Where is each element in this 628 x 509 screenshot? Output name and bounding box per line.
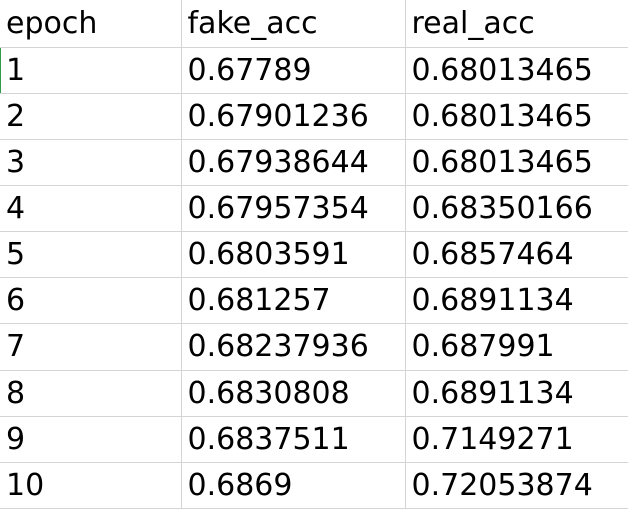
cell-fake-acc[interactable]: 0.6837511 [181, 416, 406, 463]
cell-fake-acc[interactable]: 0.67938644 [181, 139, 406, 187]
cell-real-acc[interactable]: 0.68013465 [405, 47, 628, 94]
header-cell-real-acc[interactable]: real_acc [405, 0, 628, 48]
cell-epoch[interactable]: 8 [0, 370, 182, 417]
cell-real-acc[interactable]: 0.72053874 [405, 462, 628, 509]
table-row: 9 0.6837511 0.7149271 [0, 416, 628, 463]
table-row: 8 0.6830808 0.6891134 [0, 370, 628, 417]
table-row: 1 0.67789 0.68013465 [0, 47, 628, 94]
cell-epoch[interactable]: 5 [0, 231, 182, 279]
cell-fake-acc[interactable]: 0.6803591 [181, 231, 406, 279]
cell-epoch[interactable]: 10 [0, 462, 182, 509]
cell-fake-acc[interactable]: 0.67901236 [181, 93, 406, 140]
table-row: 10 0.6869 0.72053874 [0, 462, 628, 509]
header-cell-epoch[interactable]: epoch [0, 0, 182, 48]
table-row: 3 0.67938644 0.68013465 [0, 139, 628, 187]
table-row: 7 0.68237936 0.687991 [0, 323, 628, 371]
cell-real-acc[interactable]: 0.6891134 [405, 370, 628, 417]
cell-real-acc[interactable]: 0.68350166 [405, 185, 628, 233]
cell-real-acc[interactable]: 0.68013465 [405, 93, 628, 140]
header-cell-fake-acc[interactable]: fake_acc [181, 0, 406, 48]
cell-epoch[interactable]: 4 [0, 185, 182, 233]
cell-real-acc[interactable]: 0.6891134 [405, 277, 628, 325]
table-row: 5 0.6803591 0.6857464 [0, 231, 628, 279]
cell-epoch[interactable]: 7 [0, 323, 182, 371]
cell-fake-acc[interactable]: 0.68237936 [181, 323, 406, 371]
cell-real-acc[interactable]: 0.68013465 [405, 139, 628, 187]
cell-epoch[interactable]: 1 [0, 47, 182, 94]
cell-real-acc[interactable]: 0.6857464 [405, 231, 628, 279]
cell-fake-acc[interactable]: 0.67957354 [181, 185, 406, 233]
cell-fake-acc[interactable]: 0.6830808 [181, 370, 406, 417]
cell-real-acc[interactable]: 0.687991 [405, 323, 628, 371]
cell-fake-acc[interactable]: 0.681257 [181, 277, 406, 325]
cell-epoch[interactable]: 6 [0, 277, 182, 325]
cell-fake-acc[interactable]: 0.67789 [181, 47, 406, 94]
cell-epoch[interactable]: 3 [0, 139, 182, 187]
table-row: 4 0.67957354 0.68350166 [0, 185, 628, 233]
header-row: epoch fake_acc real_acc [0, 0, 628, 48]
cell-epoch[interactable]: 2 [0, 93, 182, 140]
cell-epoch[interactable]: 9 [0, 416, 182, 463]
cell-real-acc[interactable]: 0.7149271 [405, 416, 628, 463]
cell-fake-acc[interactable]: 0.6869 [181, 462, 406, 509]
table-row: 6 0.681257 0.6891134 [0, 277, 628, 325]
table-row: 2 0.67901236 0.68013465 [0, 93, 628, 140]
